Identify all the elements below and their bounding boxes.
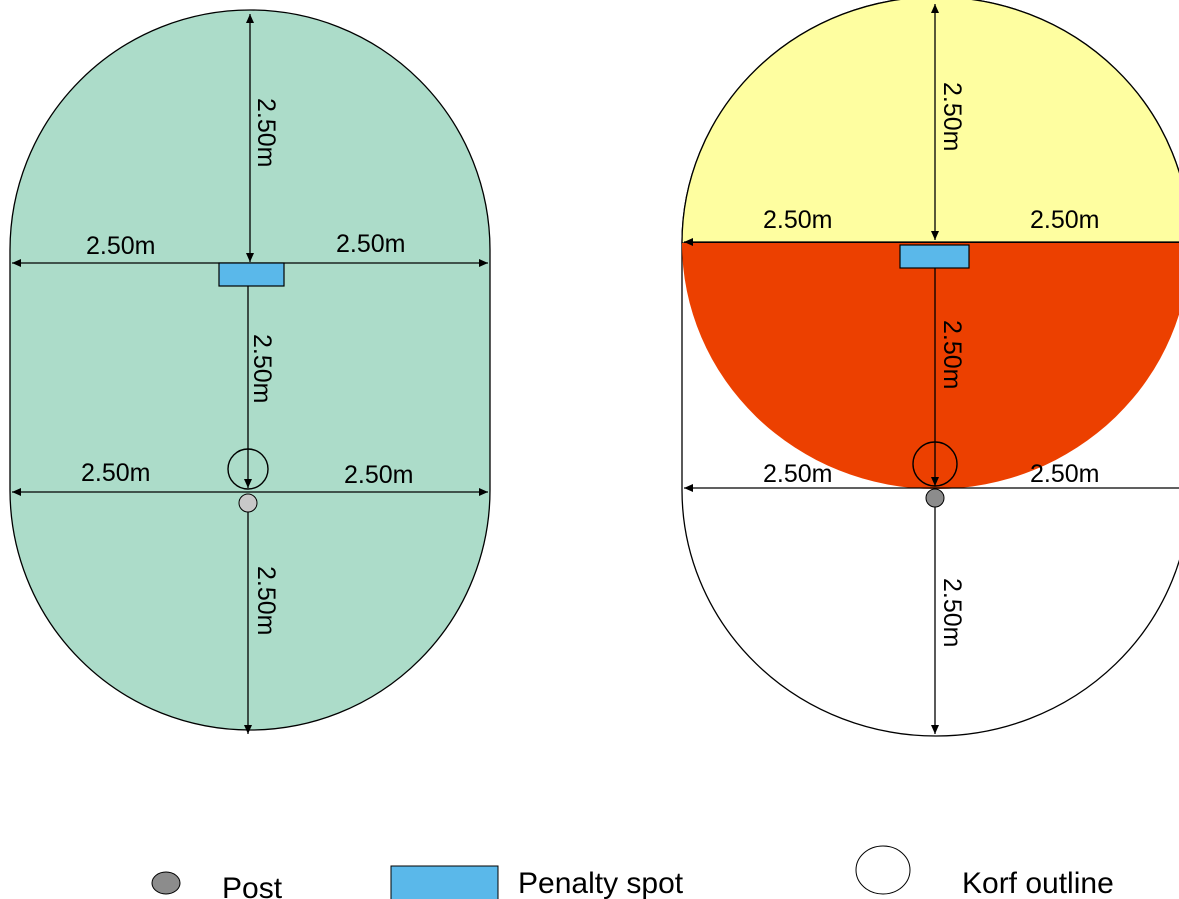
dim-label-a-upper-right: 2.50m (336, 230, 405, 258)
diagram-a: 2.50m 2.50m 2.50m 2.50m 2.50m 2.50m 2.50… (9, 9, 491, 734)
legend-post-symbol (151, 871, 181, 895)
korf-outline-a (227, 448, 269, 490)
legend-penalty-spot-symbol (390, 865, 499, 899)
dim-label-b-top: 2.50m (938, 82, 966, 151)
zone-a-stadium (9, 9, 491, 731)
dim-label-b-lower-right: 2.50m (1030, 460, 1099, 488)
dim-label-a-lower-right: 2.50m (344, 461, 413, 489)
legend: Post Penalty spot Korf outline (151, 845, 1114, 899)
zone-b-upper-half (681, 0, 1179, 244)
dim-label-b-bottom: 2.50m (938, 578, 966, 647)
dim-label-b-upper-right: 2.50m (1030, 206, 1099, 234)
penalty-spot-a (218, 262, 285, 287)
dim-label-a-middle: 2.50m (248, 334, 276, 403)
legend-korf-outline-label: Korf outline (962, 867, 1114, 899)
legend-korf-outline-symbol (855, 845, 911, 895)
legend-post-label: Post (222, 872, 283, 899)
diagram-b: 2.50m 2.50m 2.50m 2.50m 2.50m 2.50m 2.50… (681, 0, 1179, 737)
zone-b-lower-half (682, 243, 1179, 489)
penalty-spot-b (899, 244, 970, 269)
legend-penalty-spot-label: Penalty spot (518, 867, 684, 899)
dim-label-b-lower-left: 2.50m (763, 460, 832, 488)
dim-label-b-upper-left: 2.50m (763, 206, 832, 234)
korf-outline-b (912, 441, 958, 487)
dim-label-a-lower-left: 2.50m (81, 459, 150, 487)
dim-label-a-bottom: 2.50m (252, 566, 280, 635)
post-a (238, 493, 258, 513)
dim-label-a-top: 2.50m (252, 98, 280, 167)
dim-label-a-upper-left: 2.50m (86, 232, 155, 260)
dim-label-b-middle: 2.50m (938, 320, 966, 389)
post-b (925, 488, 945, 508)
